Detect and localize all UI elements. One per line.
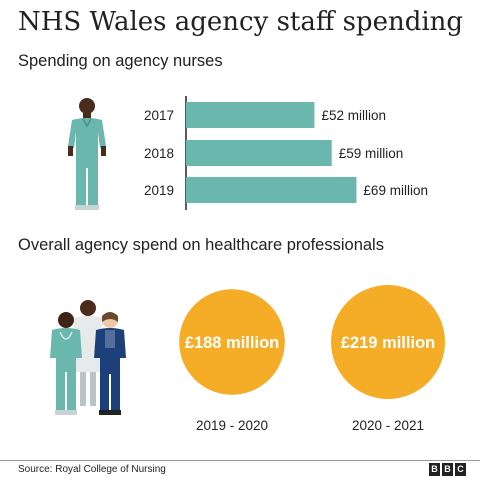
bar-value-label: £69 million (363, 183, 428, 198)
bbc-logo-block: C (455, 463, 466, 476)
bubble-value-label: £219 million (341, 334, 435, 352)
bbc-logo-block: B (442, 463, 453, 476)
bar-2017 (186, 102, 315, 128)
bar-category-label: 2017 (144, 108, 174, 123)
chart-title: NHS Wales agency staff spending (18, 7, 464, 37)
nurse-figure-icon (68, 98, 106, 210)
bar-value-label: £59 million (339, 146, 404, 161)
spend-bubble-2020 - 2021 (331, 285, 445, 399)
bubble-value-label: £188 million (185, 334, 279, 352)
source-note: Source: Royal College of Nursing (18, 464, 166, 475)
bubble-period-label: 2019 - 2020 (196, 418, 268, 433)
bar-category-label: 2019 (144, 183, 174, 198)
bar-value-label: £52 million (321, 108, 386, 123)
footer-divider (0, 460, 480, 461)
nurse-spending-bar-chart: 2017 £52 million 2018 £59 million 2019 £69 mi… (144, 96, 428, 210)
bubble-period-label: 2020 - 2021 (352, 418, 424, 433)
bar-category-label: 2018 (144, 146, 174, 161)
nurses-section-subtitle: Spending on agency nurses (18, 52, 223, 70)
healthcare-staff-group-icon (50, 300, 126, 415)
bar-2018 (186, 140, 332, 166)
overall-section-subtitle: Overall agency spend on healthcare profe… (18, 236, 384, 254)
spend-bubble-2019 - 2020 (179, 289, 285, 395)
bbc-logo-block: B (429, 463, 440, 476)
bar-2019 (186, 177, 357, 203)
overall-spend-bubble-chart: £188 million 2019 - 2020 £219 million 2020 … (179, 285, 445, 433)
bbc-logo: B B C (429, 463, 466, 476)
